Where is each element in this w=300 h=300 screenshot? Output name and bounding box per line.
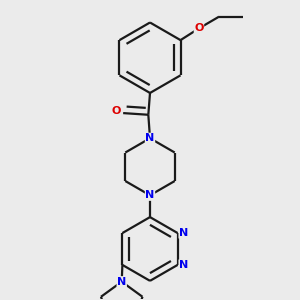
Text: O: O [194, 23, 204, 33]
Text: N: N [117, 277, 126, 287]
Text: N: N [179, 260, 188, 270]
Text: N: N [146, 133, 154, 143]
Text: N: N [179, 228, 188, 238]
Text: N: N [146, 190, 154, 200]
Text: O: O [111, 106, 121, 116]
